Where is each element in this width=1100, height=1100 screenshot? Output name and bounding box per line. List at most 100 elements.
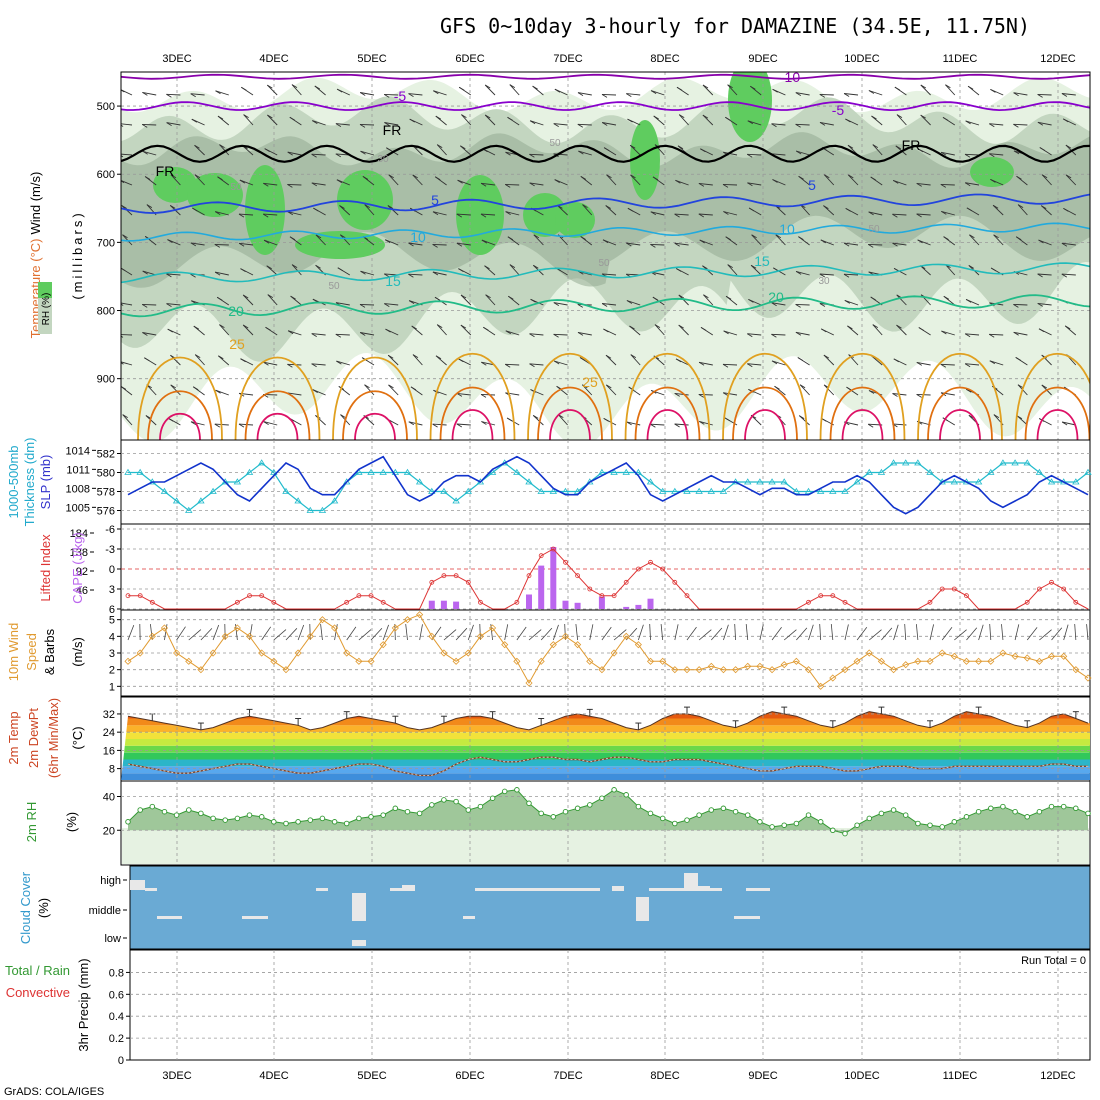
isotherm-line: [121, 262, 1090, 284]
upper-barb: [287, 211, 302, 216]
upper-barb: [170, 354, 181, 366]
upper-barb-feather: [408, 421, 415, 426]
pressure-tick-label: 800: [97, 306, 115, 318]
thickness-point: [1035, 468, 1044, 475]
upper-barb-feather: [480, 394, 487, 398]
diurnal-isotherm: [732, 386, 798, 440]
diurnal-isotherm: [927, 386, 993, 440]
upper-barb: [650, 243, 665, 246]
wind-point: [488, 624, 497, 632]
rh-point: [441, 797, 447, 803]
upper-barb-feather: [384, 239, 391, 244]
upper-barb-feather: [893, 358, 900, 363]
cape-bar: [574, 602, 581, 609]
upper-barb-feather: [408, 93, 414, 97]
lifted-point: [344, 599, 350, 605]
upper-barb: [1061, 242, 1076, 246]
thickness-point: [671, 487, 679, 494]
upper-barb-feather: [144, 176, 151, 180]
upper-barb-feather: [771, 302, 777, 307]
upper-barb-feather: [436, 324, 443, 328]
upper-barb: [554, 360, 568, 366]
diurnal-isotherm: [829, 386, 896, 440]
cloud-tick-label: middle: [89, 905, 121, 917]
rh-point: [356, 815, 362, 822]
upper-barb-feather: [1037, 94, 1043, 98]
upper-barb: [678, 114, 689, 126]
upper-barb: [243, 114, 254, 126]
upper-barb: [892, 242, 907, 246]
wind-point: [209, 649, 217, 657]
rh-point: [271, 819, 277, 825]
upper-barb-feather: [892, 393, 898, 397]
upper-barb: [1017, 204, 1028, 216]
upper-barb-feather: [702, 114, 709, 119]
upper-barb-feather: [291, 84, 298, 88]
wind-barb: [966, 627, 978, 641]
upper-barb-feather: [698, 183, 705, 187]
contour-label: 10: [779, 221, 795, 237]
upper-barb: [170, 174, 181, 186]
precip-axis: 0.8 0.6 0.4 0.2 0: [109, 967, 130, 1067]
upper-barb-feather: [362, 176, 369, 180]
lifted-point: [563, 559, 568, 565]
cloud-tick-label: low: [104, 933, 121, 945]
upper-barb-feather: [965, 299, 972, 303]
lifted-point: [429, 579, 435, 585]
upper-barb: [485, 294, 496, 306]
upper-barb-feather: [771, 333, 777, 338]
wind-barb: [516, 626, 527, 641]
wind-point: [1047, 652, 1056, 660]
upper-barb-feather: [336, 360, 342, 365]
upper-barb: [529, 363, 544, 366]
upper-barb-feather: [775, 234, 782, 239]
upper-barb-feather: [698, 394, 705, 398]
temp-band: [121, 759, 1090, 767]
upper-barb-feather: [795, 331, 802, 336]
upper-barb: [215, 271, 229, 276]
upper-barb: [699, 361, 713, 366]
cloud-gap: [649, 888, 684, 891]
upper-barb-feather: [481, 361, 487, 366]
lifted-point: [271, 599, 277, 605]
upper-barb: [819, 273, 834, 276]
rh-point: [429, 802, 435, 808]
wind-point: [476, 632, 484, 640]
lifted-point: [550, 546, 556, 552]
rh-point: [137, 807, 143, 813]
upper-label-mb: (millibars): [70, 210, 85, 299]
wind-label-2: Speed: [24, 633, 39, 671]
thickness-point: [707, 487, 715, 494]
upper-barb-feather: [747, 363, 753, 368]
upper-barb-feather: [360, 150, 366, 155]
wind-point: [1023, 654, 1031, 662]
upper-barb-feather: [190, 242, 197, 247]
upper-barb: [456, 392, 471, 396]
contour-label: FR: [902, 137, 921, 153]
rh-high-blob: [728, 72, 772, 142]
upper-barb-feather: [166, 273, 172, 278]
wind-barb: [575, 624, 579, 641]
upper-barb-feather: [412, 174, 418, 179]
lifted-point: [806, 599, 811, 605]
upper-barb: [751, 234, 762, 246]
rh-point: [830, 827, 836, 834]
date-label-bottom: 12DEC: [1040, 1070, 1076, 1082]
lifted-label: Lifted Index: [38, 534, 53, 602]
rh-point: [951, 819, 958, 825]
upper-barb-feather: [1061, 421, 1068, 426]
upper-barb-feather: [941, 330, 947, 335]
upper-barb: [626, 93, 641, 96]
wind-point: [173, 649, 181, 657]
upper-barb-feather: [287, 151, 293, 156]
diurnal-isotherm: [624, 352, 711, 440]
thickness-point: [197, 497, 205, 504]
diurnal-isotherm: [354, 413, 396, 440]
upper-barb-feather: [988, 333, 995, 338]
rh-point: [890, 807, 897, 813]
wind-barb: [771, 626, 782, 641]
contour-label: 50: [598, 258, 610, 269]
wind-point: [634, 641, 642, 649]
upper-barb-feather: [190, 273, 196, 278]
upper-barb-feather: [192, 207, 198, 212]
